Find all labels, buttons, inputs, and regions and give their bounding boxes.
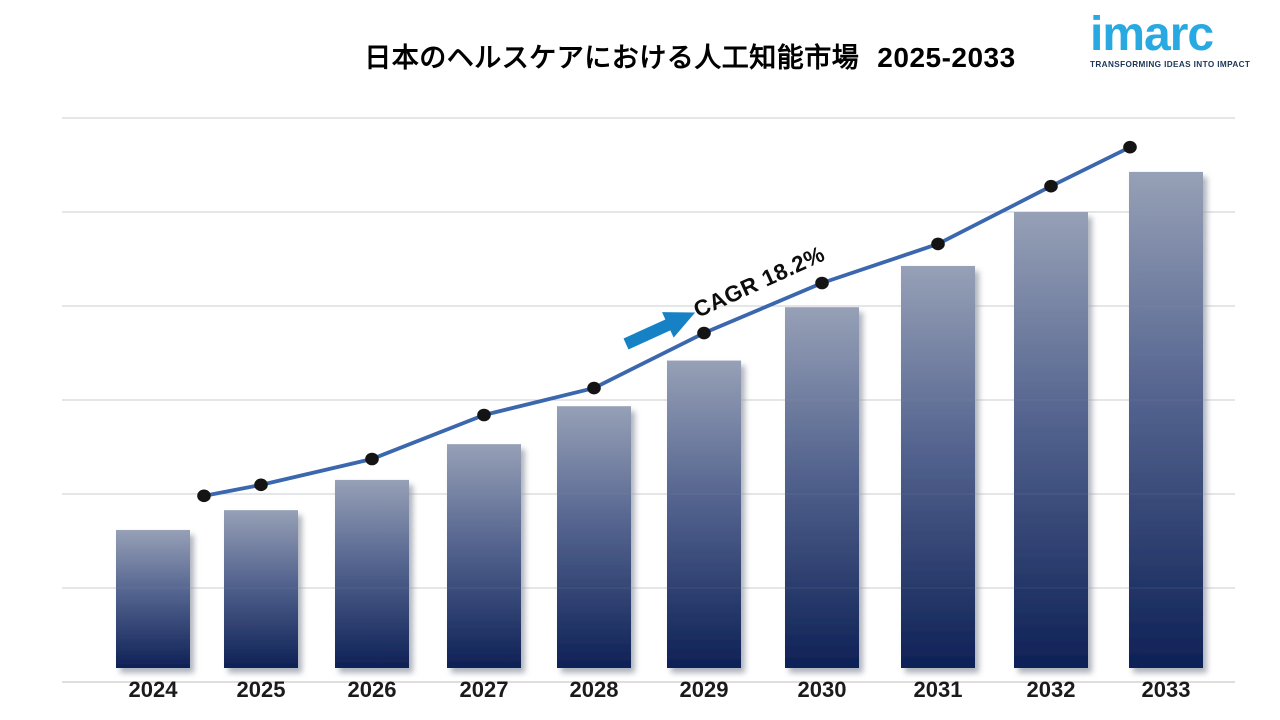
growth-arrow-icon (623, 312, 696, 350)
x-axis-label-2026: 2026 (348, 677, 397, 702)
bar-2028 (557, 406, 631, 668)
data-point-2026 (365, 452, 379, 466)
bar-2031 (901, 265, 975, 668)
data-point-2033 (1123, 140, 1137, 154)
chart-title-japanese: 日本のヘルスケアにおける人工知能市場 (364, 43, 860, 73)
x-axis-label-2027: 2027 (460, 677, 509, 702)
data-point-2024 (197, 489, 211, 503)
x-axis-label-2032: 2032 (1027, 677, 1076, 702)
trend-line-markers (197, 140, 1137, 503)
chart-title-year-range: 2025-2033 (877, 42, 1016, 73)
x-axis-label-2024: 2024 (129, 677, 179, 702)
x-axis-label-2031: 2031 (914, 677, 963, 702)
bar-2029 (667, 360, 741, 668)
bar-2025 (224, 510, 298, 668)
bar-2024 (116, 529, 190, 668)
bar-2033 (1129, 171, 1203, 668)
data-point-2025 (254, 478, 268, 492)
data-point-2032 (1044, 179, 1058, 193)
x-axis-label-2028: 2028 (570, 677, 619, 702)
bar-2027 (447, 444, 521, 668)
data-point-2030 (815, 276, 829, 290)
imarc-logo-wordmark: imarc (1090, 8, 1214, 61)
data-point-2031 (931, 237, 945, 251)
bar-series (116, 171, 1203, 669)
x-axis-label-2030: 2030 (798, 677, 847, 702)
bar-2032 (1014, 212, 1088, 669)
data-point-2029 (697, 326, 711, 340)
imarc-logo-tagline: TRANSFORMING IDEAS INTO IMPACT (1090, 59, 1251, 69)
trend-line (202, 145, 1132, 498)
data-point-2027 (477, 408, 491, 422)
x-axis-label-2025: 2025 (237, 677, 286, 702)
bar-2030 (785, 307, 859, 668)
data-point-2028 (587, 381, 601, 395)
x-axis-label-2033: 2033 (1142, 677, 1191, 702)
gridlines-overlay (62, 117, 1235, 589)
x-axis-labels: 2024 2025 2026 2027 2028 2029 2030 2031 2032 2033 (129, 677, 1191, 702)
chart-title: 日本のヘルスケアにおける人工知能市場 2025-2033 (0, 36, 1280, 75)
x-axis-label-2029: 2029 (680, 677, 729, 702)
bar-2026 (335, 479, 409, 668)
imarc-logo: imarc TRANSFORMING IDEAS INTO IMPACT (1090, 8, 1256, 69)
